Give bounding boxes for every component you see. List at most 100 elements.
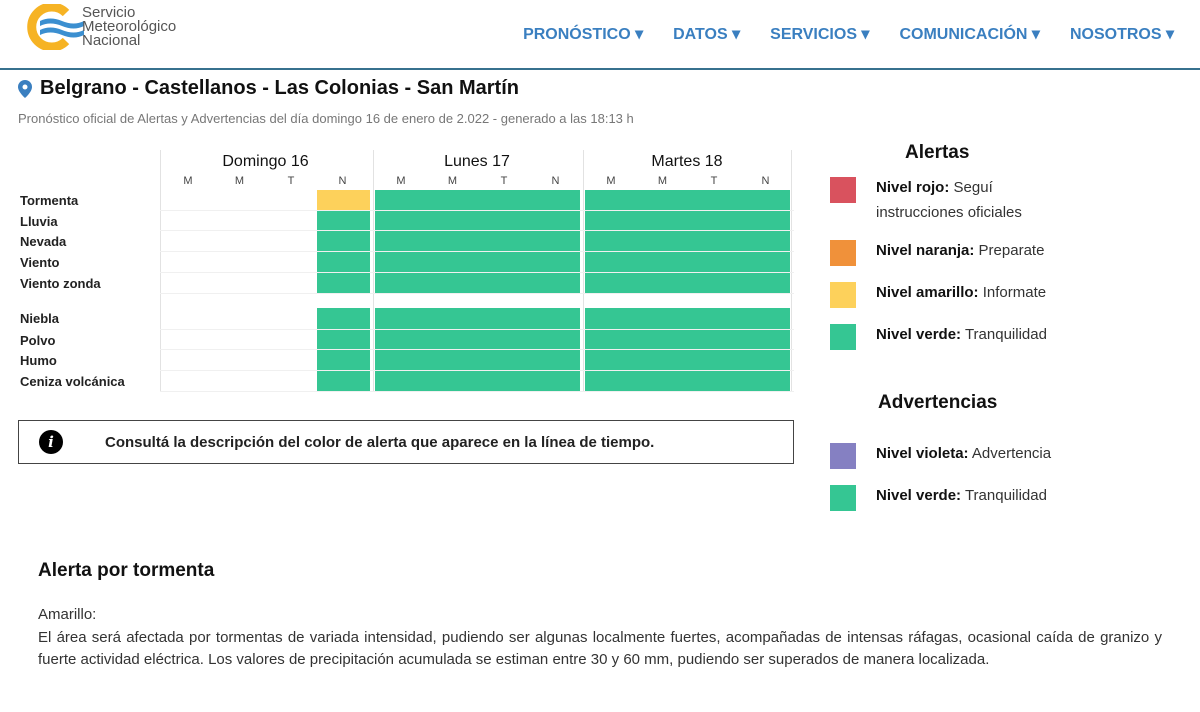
nav-label: SERVICIOS [770, 26, 857, 43]
smn-logo[interactable] [26, 4, 86, 50]
row-label: Humo [20, 353, 57, 368]
nav-comunicacion[interactable]: COMUNICACIÓN ▾ [899, 26, 1040, 43]
alert-cell-verde[interactable] [426, 330, 478, 349]
alert-cell-verde[interactable] [687, 273, 739, 293]
alert-cell-verde[interactable] [687, 252, 739, 272]
alert-cell-verde[interactable] [687, 211, 739, 230]
alert-cell-verde[interactable] [585, 211, 637, 230]
alert-cell-verde[interactable] [687, 330, 739, 349]
alert-cell-verde[interactable] [375, 252, 427, 272]
alert-cell-verde[interactable] [317, 211, 370, 230]
alert-cell-verde[interactable] [738, 252, 790, 272]
alert-cell-verde[interactable] [585, 371, 637, 391]
nav-pronostico[interactable]: PRONÓSTICO ▾ [523, 26, 644, 43]
alert-cell-verde[interactable] [477, 252, 529, 272]
alert-cell-verde[interactable] [426, 252, 478, 272]
alert-cell-verde[interactable] [687, 231, 739, 251]
color-swatch [830, 177, 856, 203]
alert-cell-verde[interactable] [528, 308, 580, 329]
period-label: M [183, 175, 193, 187]
alert-cell-verde[interactable] [636, 273, 688, 293]
alert-cell-verde[interactable] [528, 371, 580, 391]
period-label: M [606, 175, 616, 187]
nav-datos[interactable]: DATOS ▾ [673, 26, 741, 43]
alert-cell-verde[interactable] [636, 308, 688, 329]
alert-cell-verde[interactable] [317, 350, 370, 370]
alert-cell-verde[interactable] [477, 308, 529, 329]
alert-cell-verde[interactable] [585, 350, 637, 370]
legend-text: Nivel verde: Tranquilidad [876, 322, 1076, 347]
alert-cell-verde[interactable] [426, 371, 478, 391]
alert-cell-verde[interactable] [738, 231, 790, 251]
alert-cell-verde[interactable] [477, 330, 529, 349]
alert-cell-verde[interactable] [426, 308, 478, 329]
alert-cell-verde[interactable] [317, 330, 370, 349]
alert-cell-verde[interactable] [477, 190, 529, 210]
alert-cell-verde[interactable] [636, 371, 688, 391]
alert-cell-verde[interactable] [375, 273, 427, 293]
alert-cell-verde[interactable] [426, 350, 478, 370]
period-label: M [447, 175, 458, 187]
alert-cell-verde[interactable] [375, 190, 427, 210]
alert-cell-verde[interactable] [317, 371, 370, 391]
alert-cell-verde[interactable] [426, 273, 478, 293]
alert-cell-verde[interactable] [528, 190, 580, 210]
alert-cell-verde[interactable] [426, 190, 478, 210]
alert-cell-verde[interactable] [687, 308, 739, 329]
alert-cell-verde[interactable] [738, 211, 790, 230]
alert-cell-verde[interactable] [528, 330, 580, 349]
alert-cell-verde[interactable] [687, 350, 739, 370]
alert-cell-verde[interactable] [426, 211, 478, 230]
day-divider [373, 150, 374, 392]
level-desc: Tranquilidad [964, 326, 1047, 343]
alert-cell-verde[interactable] [375, 350, 427, 370]
alert-cell-verde[interactable] [738, 330, 790, 349]
alert-cell-verde[interactable] [375, 308, 427, 329]
alert-cell-verde[interactable] [687, 190, 739, 210]
alert-cell-verde[interactable] [317, 308, 370, 329]
alert-cell-verde[interactable] [585, 330, 637, 349]
alert-cell-verde[interactable] [477, 371, 529, 391]
alert-cell-verde[interactable] [738, 308, 790, 329]
alert-cell-verde[interactable] [528, 231, 580, 251]
alert-cell-verde[interactable] [738, 350, 790, 370]
alert-cell-verde[interactable] [636, 231, 688, 251]
alert-cell-verde[interactable] [426, 231, 478, 251]
alert-cell-verde[interactable] [375, 371, 427, 391]
alert-cell-verde[interactable] [636, 330, 688, 349]
alert-cell-verde[interactable] [477, 350, 529, 370]
alert-cell-verde[interactable] [585, 308, 637, 329]
alert-cell-verde[interactable] [375, 211, 427, 230]
alert-cell-verde[interactable] [375, 330, 427, 349]
alert-cell-verde[interactable] [636, 350, 688, 370]
alert-cell-verde[interactable] [528, 211, 580, 230]
alert-cell-verde[interactable] [636, 252, 688, 272]
alert-cell-verde[interactable] [585, 252, 637, 272]
alert-cell-verde[interactable] [636, 190, 688, 210]
alert-cell-verde[interactable] [528, 273, 580, 293]
alert-cell-verde[interactable] [738, 190, 790, 210]
alert-cell-verde[interactable] [585, 231, 637, 251]
alert-cell-verde[interactable] [585, 273, 637, 293]
row-label: Ceniza volcánica [20, 374, 125, 389]
alert-cell-amarillo[interactable] [317, 190, 370, 210]
alert-cell-verde[interactable] [687, 371, 739, 391]
level-desc: Tranquilidad [964, 487, 1047, 504]
legend-text: Nivel verde: Tranquilidad [876, 483, 1076, 508]
alert-cell-verde[interactable] [317, 231, 370, 251]
period-label: N [761, 175, 770, 187]
alert-cell-verde[interactable] [375, 231, 427, 251]
alert-cell-verde[interactable] [528, 252, 580, 272]
alert-cell-verde[interactable] [477, 211, 529, 230]
nav-nosotros[interactable]: NOSOTROS ▾ [1069, 26, 1174, 43]
alert-cell-verde[interactable] [317, 273, 370, 293]
alert-cell-verde[interactable] [738, 273, 790, 293]
alert-cell-verde[interactable] [477, 273, 529, 293]
alert-cell-verde[interactable] [477, 231, 529, 251]
alert-cell-verde[interactable] [738, 371, 790, 391]
nav-servicios[interactable]: SERVICIOS ▾ [770, 26, 870, 43]
alert-cell-verde[interactable] [317, 252, 370, 272]
alert-cell-verde[interactable] [528, 350, 580, 370]
alert-cell-verde[interactable] [585, 190, 637, 210]
alert-cell-verde[interactable] [636, 211, 688, 230]
